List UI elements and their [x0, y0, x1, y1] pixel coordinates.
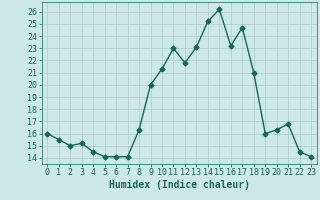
X-axis label: Humidex (Indice chaleur): Humidex (Indice chaleur)	[109, 180, 250, 190]
